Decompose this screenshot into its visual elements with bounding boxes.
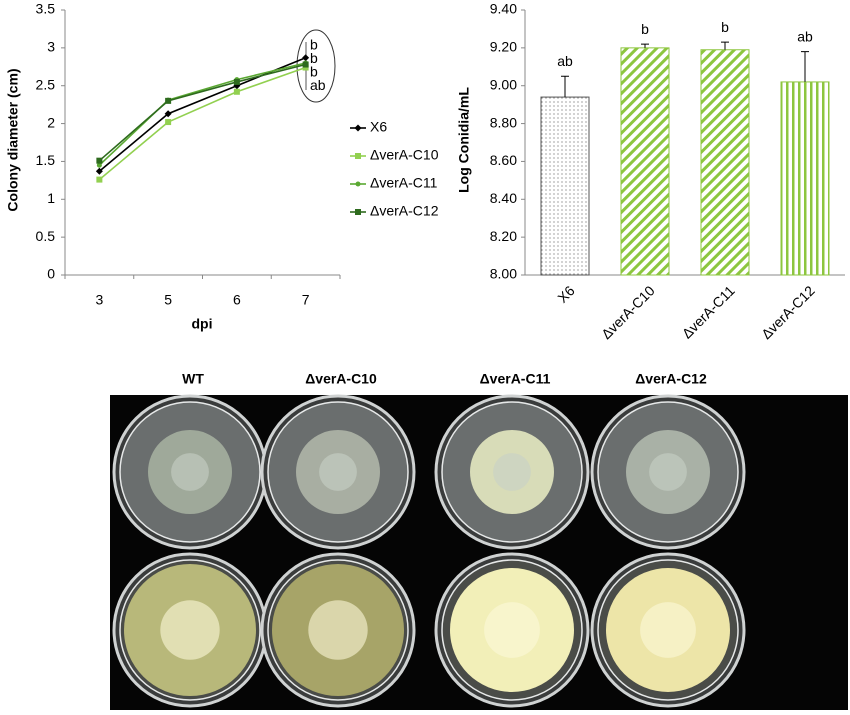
annotation: b [310, 64, 318, 80]
annotation: ab [310, 77, 326, 93]
annotation: ab [557, 53, 573, 69]
y-axis-label: Colony diameter (cm) [5, 68, 21, 211]
colony-center [308, 600, 368, 660]
x-tick-label: 3 [95, 292, 103, 308]
bar [540, 96, 590, 276]
y-tick-label: 9.20 [490, 39, 517, 55]
error-bar [641, 43, 649, 48]
bar [700, 49, 750, 276]
column-label: ΔverA-C11 [480, 371, 551, 387]
point [96, 157, 103, 164]
line [98, 66, 306, 181]
y-axis-label: Log Conidia/mL [456, 87, 472, 193]
legend-marker [354, 124, 362, 132]
column-label: ΔverA-C12 [635, 371, 707, 387]
point [96, 162, 102, 168]
legend-label: ΔverA-C10 [370, 147, 439, 163]
y-tick-label: 8.40 [490, 190, 517, 206]
legend-marker [355, 209, 361, 215]
colony-center [493, 453, 531, 491]
y-tick-label: 1.5 [36, 152, 56, 168]
bar [780, 81, 830, 276]
error-bar [561, 75, 569, 98]
y-tick-label: 8.60 [490, 152, 517, 168]
colony-center [171, 453, 209, 491]
point [302, 64, 309, 71]
x-tick-label: 7 [302, 292, 310, 308]
y-tick-label: 2.5 [36, 76, 56, 92]
x-tick-label: X6 [554, 282, 578, 306]
y-tick-label: 9.00 [490, 76, 517, 92]
x-tick-label: 6 [233, 292, 241, 308]
annotation: b [641, 21, 649, 37]
x-tick-label: ΔverA-C12 [758, 282, 818, 342]
y-tick-label: 8.20 [490, 228, 517, 244]
point [164, 110, 172, 118]
point [302, 61, 309, 68]
annotation: b [721, 19, 729, 35]
legend-label: X6 [370, 119, 387, 135]
line [98, 63, 306, 162]
point [233, 88, 240, 95]
y-tick-label: 2 [47, 114, 55, 130]
y-tick-label: 8.00 [490, 266, 517, 282]
y-tick-label: 1 [47, 190, 55, 206]
bar [620, 47, 670, 276]
point [96, 176, 103, 183]
y-tick-label: 3.5 [36, 1, 56, 17]
y-tick-label: 8.80 [490, 114, 517, 130]
point [233, 78, 240, 85]
colony-center [484, 602, 540, 658]
point [302, 54, 310, 62]
y-tick-label: 0 [47, 266, 55, 282]
legend-marker [355, 181, 361, 187]
column-label: WT [182, 371, 204, 387]
annotation: b [310, 37, 318, 53]
y-tick-label: 3 [47, 39, 55, 55]
column-label: ΔverA-C10 [305, 371, 377, 387]
colony-center [649, 453, 687, 491]
colony-center [640, 602, 696, 658]
x-tick-label: ΔverA-C10 [598, 282, 658, 342]
legend-marker [355, 153, 361, 159]
colony-center [160, 600, 220, 660]
colony-center [319, 453, 357, 491]
point [95, 167, 103, 175]
line [98, 62, 306, 166]
point [165, 97, 172, 104]
x-tick-label: ΔverA-C11 [679, 282, 738, 341]
legend-label: ΔverA-C12 [370, 203, 439, 219]
x-axis-label: dpi [192, 316, 213, 332]
y-tick-label: 9.40 [490, 1, 517, 17]
annotation: b [310, 50, 318, 66]
error-bar [801, 51, 809, 82]
legend-label: ΔverA-C11 [370, 175, 438, 191]
x-tick-label: 5 [164, 292, 172, 308]
point [165, 119, 172, 126]
error-bar [721, 41, 729, 50]
y-tick-label: 0.5 [36, 228, 56, 244]
annotation: ab [797, 28, 813, 44]
